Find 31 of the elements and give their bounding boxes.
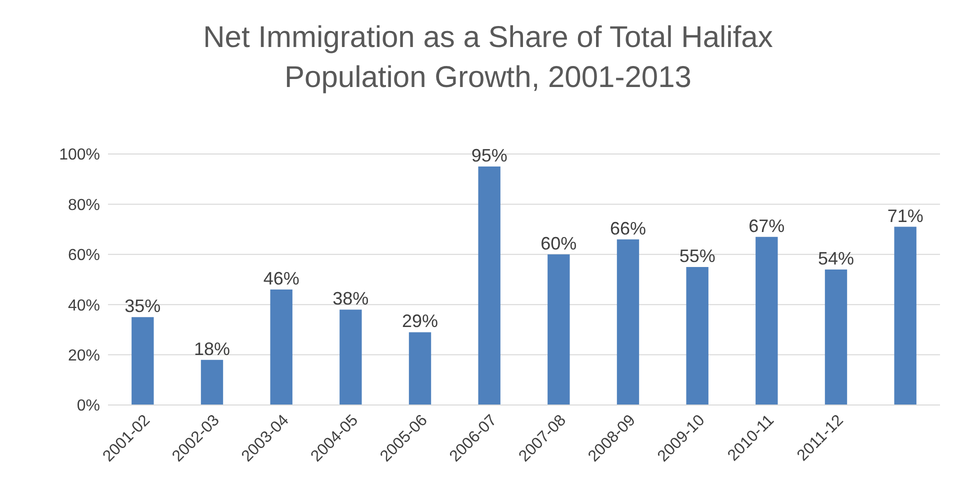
data-label: 95%: [471, 146, 508, 166]
chart-title: Net Immigration as a Share of Total Halifax Population Growth, 2001-2013: [202, 20, 774, 96]
bar: [548, 254, 570, 405]
data-label: 18%: [194, 338, 230, 359]
bar: [616, 239, 640, 405]
data-label: 67%: [748, 216, 785, 236]
y-tick-label: 0%: [76, 398, 100, 415]
bar: [478, 166, 500, 405]
data-label: 38%: [332, 288, 369, 309]
bar: [756, 236, 778, 405]
bar: [132, 317, 154, 405]
data-label: 60%: [540, 233, 577, 254]
y-tick-label: 20%: [68, 347, 100, 364]
bar: [894, 226, 916, 405]
data-label: 35%: [124, 296, 161, 316]
y-tick-label: 60%: [68, 247, 100, 264]
bar: [340, 310, 362, 405]
bar: [270, 290, 292, 405]
y-tick-label: 80%: [68, 196, 100, 214]
bar: [200, 360, 224, 405]
bar: [686, 266, 708, 405]
data-label: 71%: [887, 206, 924, 226]
data-label: 66%: [610, 218, 646, 238]
bar: [408, 332, 432, 405]
y-tick-label: 40%: [68, 297, 100, 314]
bar: [824, 269, 848, 405]
data-label: 29%: [402, 311, 438, 332]
data-label: 46%: [263, 268, 300, 289]
data-label: 55%: [679, 246, 716, 266]
y-tick-label: 100%: [59, 146, 100, 164]
data-label: 54%: [818, 248, 854, 268]
